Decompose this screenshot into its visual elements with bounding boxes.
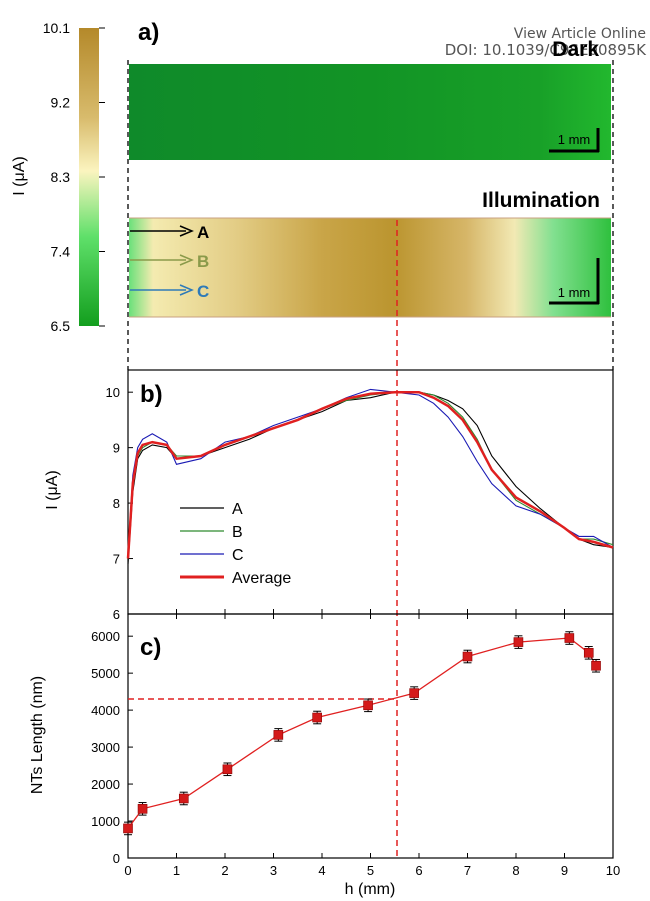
arrow-c-head [179,284,194,296]
data-point [363,700,373,711]
colorbar-tick-label: 7.4 [51,244,71,260]
c-ytick-label: 6000 [91,629,120,644]
series-line-b [127,391,614,559]
c-xtick-label: 3 [270,863,277,878]
nts-length-line [127,637,597,829]
c-xtick-label: 8 [512,863,519,878]
dashed-guides [127,60,614,858]
data-point [462,651,473,662]
dark-title: Dark [552,38,599,61]
colorbar-tick-label: 8.3 [51,169,71,185]
arrow-c-label: C [197,282,209,301]
b-ytick-label: 6 [113,607,120,622]
panel-c-ylabel: NTs Length (nm) [29,676,46,794]
panel-a: a) Dark 1 mm Illumination 1 mm ABC [129,19,611,318]
data-point [312,712,322,723]
c-xtick-label: 5 [367,863,374,878]
c-ytick-label: 4000 [91,703,120,718]
legend-label-b: B [232,524,243,541]
colorbar-tick-label: 10.1 [43,20,70,36]
c-xtick-label: 1 [173,863,180,878]
panel-b: b) I (μA) 6 7 8 9 10 ABC Average [44,369,614,622]
panel-c-xlabel: h (mm) [345,881,396,898]
dark-map [129,64,611,160]
c-ytick-label: 0 [113,851,120,866]
panel-a-label: a) [138,19,159,46]
c-ytick-label: 3000 [91,740,120,755]
data-point [273,730,284,740]
legend-label-c: C [232,547,244,564]
panel-c: c) NTs Length (nm) h (mm) 0 1000 2000 3000 4… [29,613,620,898]
view-article-online-link[interactable]: View Article Online [513,26,646,42]
arrow-b-label: B [197,252,209,271]
c-ytick-label: 5000 [91,666,120,681]
c-ytick-label: 1000 [91,814,120,829]
data-point [564,633,575,643]
c-xtick-label: 10 [606,863,620,878]
data-point [409,688,419,698]
c-xtick-label: 9 [561,863,568,878]
series-line-a [127,391,614,565]
series-line-average [126,390,614,559]
data-point [178,793,189,804]
series-line-c [127,388,614,554]
b-ytick-label: 10 [106,385,120,400]
colorbar-gradient [79,28,99,326]
scale-bar-dark: 1 mm [549,128,600,153]
c-xtick-label: 2 [221,863,228,878]
arrow-b-head [179,254,194,266]
c-xtick-label: 6 [415,863,422,878]
c-xtick-label: 0 [124,863,131,878]
colorbar-tick-label: 9.2 [51,95,71,111]
illumination-title: Illumination [482,189,600,212]
scale-bar-illum: 1 mm [549,258,600,305]
c-xtick-label: 7 [464,863,471,878]
b-ytick-label: 8 [113,496,120,511]
scale-bar-label: 1 mm [558,132,591,147]
b-ytick-label: 9 [113,441,120,456]
legend-label-a: A [232,501,243,518]
panel-b-ylabel: I (μA) [44,470,61,509]
arrow-a-label: A [197,223,209,242]
data-point [222,764,233,775]
arrow-a-head [179,225,194,237]
data-point [123,823,133,834]
data-point [513,637,524,647]
c-ytick-label: 2000 [91,777,120,792]
illumination-map [129,218,611,317]
data-point [137,804,148,814]
colorbar-label: I (μA) [11,156,28,195]
panel-b-label: b) [140,381,163,408]
b-ytick-label: 7 [113,552,120,567]
c-xtick-label: 4 [318,863,325,878]
data-point [583,648,594,658]
legend-label-average: Average [232,570,291,587]
data-point [591,660,601,671]
panel-c-frame [127,613,614,859]
colorbar-tick-label: 6.5 [51,318,71,334]
scale-bar-label-illum: 1 mm [558,285,591,300]
panel-c-label: c) [140,634,161,661]
colorbar: I (μA) 10.1 9.2 8.3 7.4 6.5 [11,20,105,334]
doi-text: DOI: 10.1039/C9SE00895K [444,41,646,59]
